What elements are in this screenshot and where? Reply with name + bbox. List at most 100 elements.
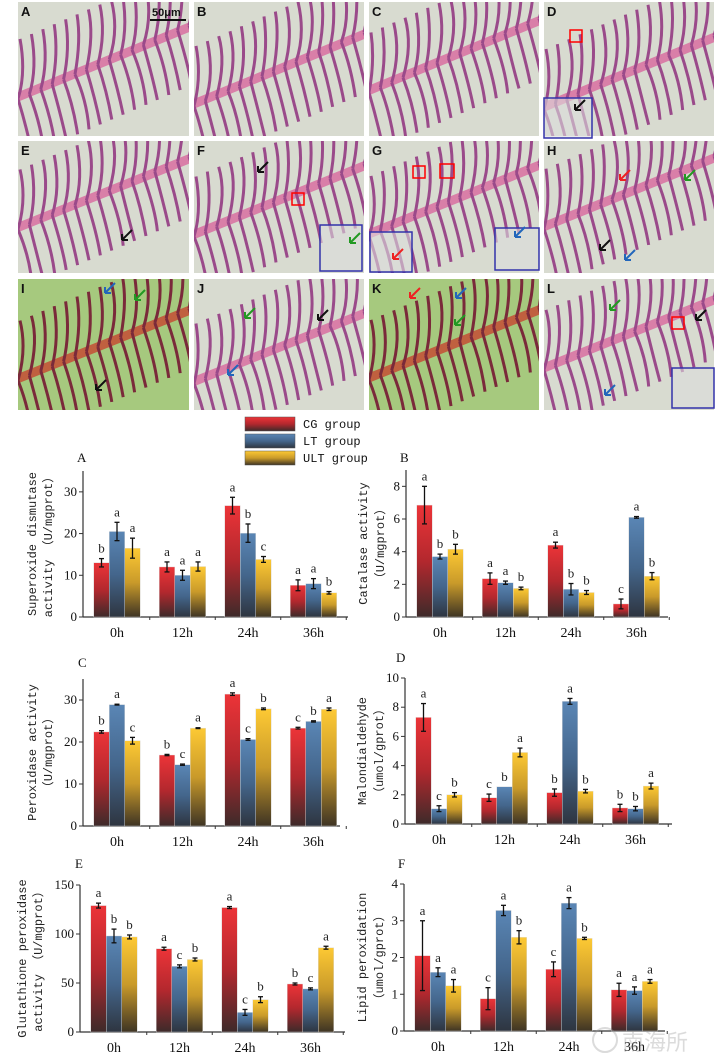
lamella [378, 27, 386, 88]
significance-letter: b [516, 913, 523, 928]
x-tick-label: 36h [300, 1041, 321, 1056]
lamella [249, 211, 267, 268]
lamella [514, 172, 532, 229]
lamella [553, 163, 562, 225]
arrow-marker [695, 309, 707, 321]
lamella [576, 354, 594, 410]
lamella [458, 196, 476, 253]
arrow-marker [349, 232, 361, 244]
lamella [644, 326, 662, 383]
arrow-marker [104, 282, 116, 294]
x-tick-label: 0h [433, 626, 447, 641]
significance-letter: a [295, 562, 301, 577]
panel-label: H [547, 143, 556, 158]
lamella [503, 2, 512, 34]
lamella [226, 30, 235, 92]
lamella [73, 296, 81, 357]
significance-letter: a [311, 561, 317, 576]
lamella [587, 149, 595, 210]
y-tick-label: 4 [392, 876, 399, 891]
lamella [130, 49, 148, 105]
arrow-marker [392, 248, 404, 260]
lamella [317, 141, 325, 184]
micrograph [544, 141, 714, 273]
lamella [164, 141, 172, 167]
lamella [633, 330, 651, 387]
y-tick-label: 100 [55, 926, 75, 941]
lamella [565, 38, 574, 100]
lamella [107, 190, 125, 246]
lamella [701, 302, 714, 352]
significance-letter: a [164, 544, 170, 559]
bar-ult-group [187, 959, 203, 1033]
lamella [514, 28, 532, 84]
bar-ult-group [447, 549, 464, 618]
region-box [291, 192, 305, 206]
lamella [362, 304, 364, 312]
watermark-logo: 南海所 [592, 1027, 688, 1056]
lamella [401, 161, 409, 222]
significance-letter: a [195, 710, 201, 725]
lamella [73, 14, 81, 75]
panel-label: I [21, 281, 25, 296]
lamella [237, 85, 254, 136]
lamella [141, 327, 159, 383]
chart-A: A 0 10 20 30 Superoxide dismutase activity （U/… [26, 450, 348, 641]
chart-panel-label: A [77, 450, 87, 465]
lamella [544, 369, 557, 410]
bar-cg-group [415, 717, 432, 825]
micrograph [194, 141, 364, 273]
lamella [73, 356, 91, 410]
gill-filament-shaft [369, 15, 539, 96]
lamella [412, 216, 430, 272]
lamella [153, 141, 162, 172]
bar-ult-group [255, 559, 272, 618]
lamella [378, 170, 386, 232]
lamella [226, 161, 235, 223]
lamella [503, 141, 511, 179]
inset-box [369, 231, 413, 273]
lamella [480, 141, 489, 189]
lamella [435, 62, 453, 119]
lamella [712, 29, 714, 36]
lamella [351, 168, 364, 217]
bar-lt-group [109, 704, 125, 827]
lamella [565, 158, 573, 220]
lamella [62, 149, 70, 211]
y-tick-label: 3 [392, 913, 399, 928]
lamella [610, 19, 619, 80]
lamella [96, 141, 104, 196]
x-tick-label: 36h [303, 835, 324, 850]
lamella [339, 141, 348, 174]
lamella [317, 279, 325, 332]
lamella [226, 90, 242, 136]
x-tick-label: 12h [493, 1040, 514, 1055]
lamella [203, 100, 217, 136]
x-tick-label: 36h [626, 626, 647, 641]
bar-ult-group [190, 727, 206, 827]
significance-letter: c [242, 991, 248, 1006]
lamella [351, 141, 359, 170]
arrow-marker [244, 307, 256, 319]
panel-label: D [547, 4, 556, 19]
bar-ult-group [446, 794, 463, 825]
lamella [153, 2, 161, 41]
lamella [369, 32, 375, 93]
lamella [39, 219, 57, 273]
bar-cg-group [546, 792, 563, 825]
bar-ult-group [643, 785, 659, 825]
bar-lt-group [305, 721, 322, 827]
significance-letter: b [581, 919, 588, 934]
lamella [328, 141, 336, 179]
lamella [305, 141, 313, 189]
lamella [73, 204, 91, 261]
significance-letter: a [634, 499, 640, 514]
lamella [84, 141, 93, 201]
lamella [587, 290, 595, 352]
lamella [544, 309, 551, 371]
lamella [576, 34, 584, 95]
lamella [27, 224, 44, 273]
lamella [446, 201, 464, 258]
lamella [576, 213, 594, 270]
